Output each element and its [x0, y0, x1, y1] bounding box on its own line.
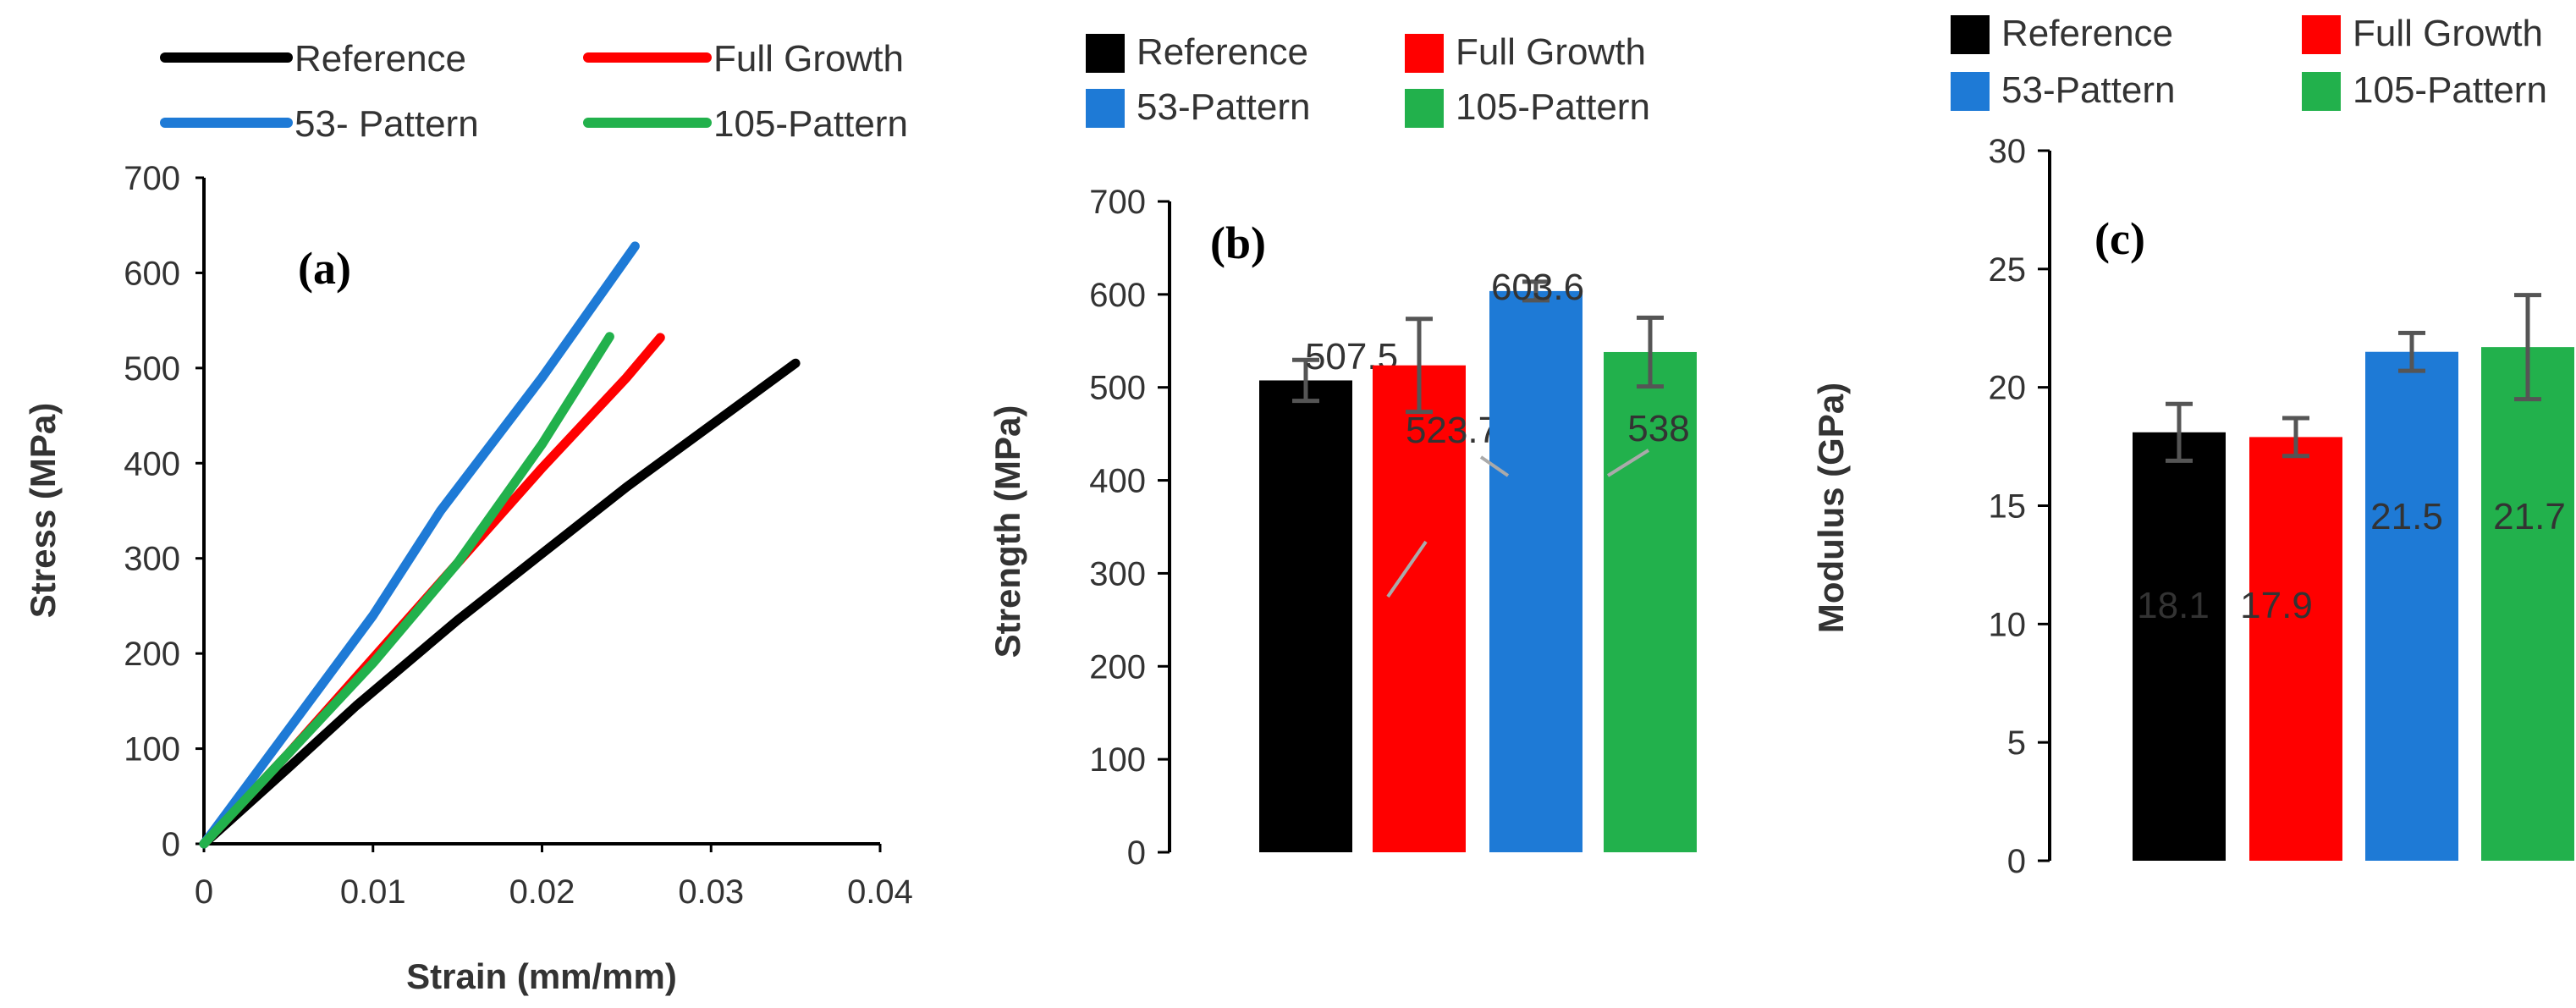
chart-b-callout-1: [1386, 540, 1428, 598]
legend-a-label-105-pattern: 105-Pattern: [713, 103, 908, 145]
legend-b-label-53-pattern: 53-Pattern: [1137, 86, 1310, 128]
chart-a-y-tick-label: 200: [124, 636, 180, 673]
chart-b-y-axis-label: Strength (MPa): [988, 405, 1027, 658]
chart-a-y-tick-label: 100: [124, 731, 180, 768]
chart-a-x-tick-label: 0: [195, 873, 213, 911]
chart-c: 0 5 10 15 20 25 30 18.1 17.9 21.5 21.7 (c) Modulu…: [1811, 133, 2574, 880]
chart-b-panel-label: (b): [1210, 218, 1266, 268]
chart-b-data-label-53-pattern: 603.6: [1491, 267, 1584, 308]
chart-b-y-tick-label: 100: [1089, 741, 1146, 779]
chart-c-y-tick-label: 10: [1989, 606, 2027, 643]
chart-c-y-tick-label: 30: [1989, 133, 2027, 170]
chart-c-y-tick-label: 25: [1989, 251, 2027, 289]
chart-b-callout-2: [1479, 455, 1510, 477]
legend-c-swatch-105-pattern: [2302, 72, 2341, 111]
legend-a: Reference Full Growth 53- Pattern 105-Pa…: [160, 38, 908, 145]
legend-b-label-full-growth: Full Growth: [1456, 31, 1646, 73]
legend-c-swatch-53-pattern: [1951, 72, 1990, 111]
chart-b-data-label-full-growth: 523.7: [1406, 410, 1499, 451]
chart-c-bar-full-growth: [2249, 437, 2342, 861]
chart-a-x-tick-label: 0.01: [340, 873, 406, 911]
chart-b-y-tick-label: 200: [1089, 648, 1146, 686]
chart-a-y-tick-label: 0: [162, 826, 180, 863]
chart-c-data-label-reference: 18.1: [2137, 585, 2210, 626]
legend-c-swatch-reference: [1951, 15, 1990, 54]
chart-c-data-label-105-pattern: 21.7: [2493, 496, 2566, 537]
legend-a-label-53-pattern: 53- Pattern: [294, 103, 479, 145]
chart-c-y-axis-label: Modulus (GPa): [1811, 383, 1851, 633]
legend-c-label-full-growth: Full Growth: [2353, 13, 2543, 54]
chart-c-bar-105-pattern: [2481, 347, 2574, 862]
chart-a-y-tick-label: 300: [124, 541, 180, 578]
chart-a-line-105-pattern: [199, 332, 614, 849]
chart-b-bar-53-pattern: [1489, 290, 1582, 852]
chart-b-bar-reference: [1259, 380, 1352, 853]
chart-b-bar-105-pattern: [1604, 351, 1697, 852]
chart-c-panel-label: (c): [2094, 213, 2145, 264]
legend-b-label-reference: Reference: [1137, 31, 1308, 73]
legend-b: Reference Full Growth 53-Pattern 105-Pat…: [1086, 31, 1650, 128]
chart-a-panel-label: (a): [298, 243, 351, 294]
legend-b-swatch-53-pattern: [1086, 89, 1125, 128]
chart-a-x-axis-label: Strain (mm/mm): [406, 956, 677, 996]
chart-a-x-tick-label: 0.04: [847, 873, 913, 911]
chart-c-bar-reference: [2133, 432, 2226, 861]
legend-a-label-full-growth: Full Growth: [713, 38, 904, 80]
chart-b-data-label-105-pattern: 538: [1627, 408, 1689, 449]
chart-c-y-tick-label: 5: [2007, 724, 2026, 762]
chart-a-line-53-pattern: [199, 241, 640, 849]
chart-b-y-tick-label: 500: [1089, 370, 1146, 407]
chart-b-y-tick-label: 300: [1089, 555, 1146, 592]
legend-b-swatch-105-pattern: [1405, 89, 1444, 128]
legend-c-swatch-full-growth: [2302, 15, 2341, 54]
chart-c-y-tick-label: 15: [1989, 488, 2027, 526]
legend-b-swatch-full-growth: [1405, 34, 1444, 73]
chart-a: 0 100 200 300 400 500 600 700 0 0.01 0.02 0.03 0.04…: [23, 160, 913, 996]
chart-b-y-tick-label: 400: [1089, 463, 1146, 500]
legend-c-label-53-pattern: 53-Pattern: [2001, 69, 2175, 111]
legend-b-label-105-pattern: 105-Pattern: [1456, 86, 1650, 128]
chart-b-callout-3: [1606, 449, 1650, 477]
chart-b-y-tick-label: 0: [1127, 834, 1146, 872]
chart-a-x-tick-label: 0.03: [678, 873, 744, 911]
chart-a-y-tick-label: 600: [124, 255, 180, 292]
legend-b-swatch-reference: [1086, 34, 1125, 73]
chart-c-y-tick-label: 20: [1989, 370, 2027, 407]
legend-a-label-reference: Reference: [294, 38, 466, 80]
legend-c-label-reference: Reference: [2001, 13, 2173, 54]
chart-c-data-label-full-growth: 17.9: [2240, 585, 2313, 626]
chart-a-y-axis-label: Stress (MPa): [23, 403, 63, 618]
chart-b-y-tick-label: 700: [1089, 184, 1146, 221]
chart-a-y-tick-label: 700: [124, 160, 180, 197]
chart-a-x-tick-label: 0.02: [509, 873, 575, 911]
chart-a-y-tick-label: 400: [124, 445, 180, 482]
chart-c-bar-53-pattern: [2365, 351, 2458, 861]
chart-b-bar-full-growth: [1373, 365, 1466, 853]
chart-c-data-label-53-pattern: 21.5: [2370, 496, 2443, 537]
chart-a-y-tick-label: 500: [124, 350, 180, 388]
chart-b-y-tick-label: 600: [1089, 277, 1146, 314]
chart-a-line-reference: [199, 358, 801, 849]
legend-c-label-105-pattern: 105-Pattern: [2353, 69, 2547, 111]
legend-c: Reference Full Growth 53-Pattern 105-Pat…: [1951, 13, 2547, 111]
chart-c-y-tick-label: 0: [2007, 843, 2026, 880]
